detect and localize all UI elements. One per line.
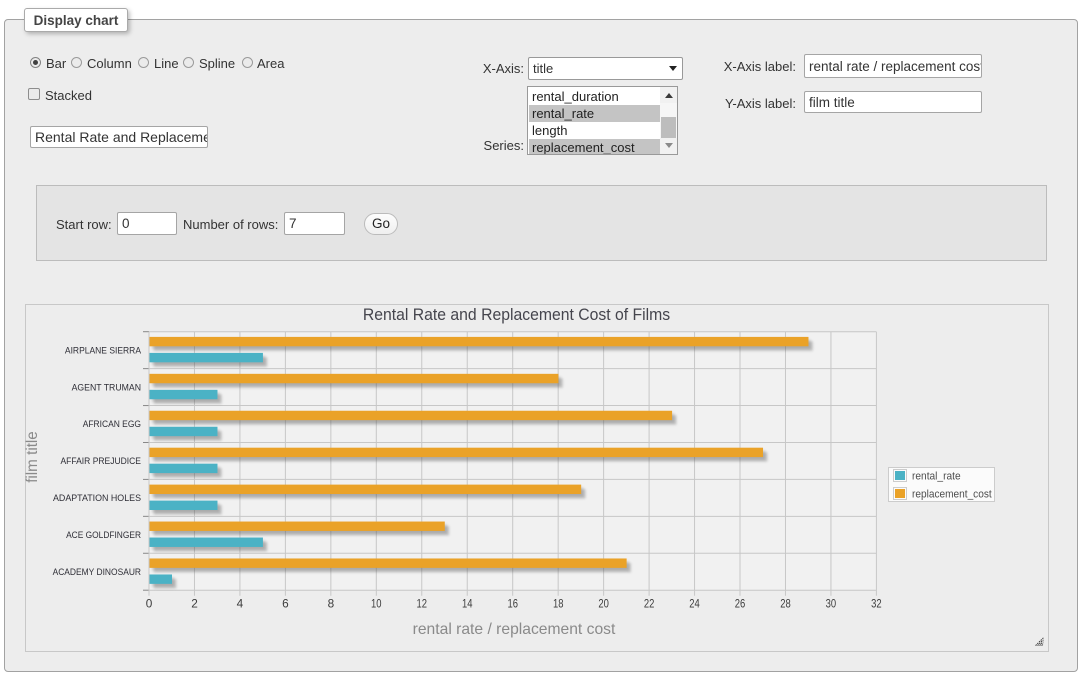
svg-text:16: 16 [507, 597, 518, 611]
svg-text:20: 20 [598, 597, 609, 611]
svg-text:AIRPLANE SIERRA: AIRPLANE SIERRA [65, 345, 142, 356]
svg-text:replacement_cost: replacement_cost [912, 489, 992, 501]
svg-text:14: 14 [462, 597, 473, 611]
svg-text:AFRICAN EGG: AFRICAN EGG [83, 419, 141, 430]
svg-text:26: 26 [735, 597, 746, 611]
svg-text:ACE GOLDFINGER: ACE GOLDFINGER [66, 530, 141, 541]
svg-text:8: 8 [328, 597, 335, 611]
svg-text:12: 12 [417, 597, 428, 611]
svg-text:6: 6 [282, 597, 289, 611]
svg-text:AFFAIR PREJUDICE: AFFAIR PREJUDICE [61, 456, 142, 467]
svg-text:4: 4 [237, 597, 244, 611]
svg-text:AGENT TRUMAN: AGENT TRUMAN [72, 382, 141, 393]
svg-text:10: 10 [371, 597, 382, 611]
svg-text:ACADEMY DINOSAUR: ACADEMY DINOSAUR [53, 567, 141, 578]
svg-text:rental rate / replacement cost: rental rate / replacement cost [413, 621, 616, 638]
svg-text:rental_rate: rental_rate [912, 471, 961, 483]
svg-text:18: 18 [553, 597, 564, 611]
svg-text:24: 24 [689, 597, 700, 611]
svg-text:28: 28 [780, 597, 791, 611]
svg-text:Rental Rate and Replacement Co: Rental Rate and Replacement Cost of Film… [363, 305, 670, 324]
svg-text:ADAPTATION HOLES: ADAPTATION HOLES [53, 493, 141, 504]
svg-text:2: 2 [191, 597, 198, 611]
svg-text:0: 0 [146, 597, 153, 611]
svg-text:32: 32 [871, 597, 882, 611]
svg-text:film title: film title [24, 431, 41, 483]
svg-text:30: 30 [826, 597, 837, 611]
svg-text:22: 22 [644, 597, 655, 611]
